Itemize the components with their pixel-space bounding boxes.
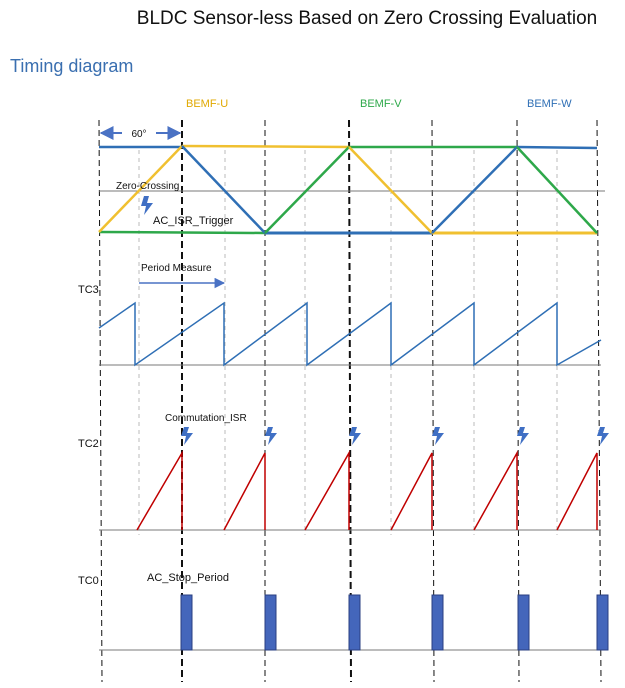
timing-line-5 bbox=[516, 119, 520, 683]
tc0-pulse bbox=[264, 594, 277, 651]
tc2-ramps bbox=[136, 450, 598, 531]
tc2-ramp-6 bbox=[556, 452, 598, 531]
bemf-w-fall-1 bbox=[181, 145, 266, 234]
period-measure-label: Period Measure bbox=[141, 263, 212, 274]
diagram-subtitle: Timing diagram bbox=[10, 56, 134, 76]
lightning-icon bbox=[349, 427, 361, 445]
tc2-ramp-4 bbox=[390, 452, 433, 531]
bemf-top-w-2 bbox=[516, 145, 598, 150]
commutation-isr-label: Commutation_ISR bbox=[165, 413, 247, 424]
bemf-v-label: BEMF-V bbox=[360, 98, 402, 110]
tc2-ramp-3 bbox=[304, 450, 350, 531]
timing-line-6 bbox=[596, 119, 602, 683]
bemf-bottom-v-1 bbox=[98, 230, 266, 235]
angle-label-bg bbox=[122, 124, 156, 140]
lightning-icon bbox=[181, 427, 193, 445]
bemf-top-u bbox=[181, 144, 350, 149]
tc0-label: TC0 bbox=[78, 575, 99, 587]
tc3-sawtooth bbox=[98, 301, 602, 367]
lightning-icon bbox=[432, 427, 444, 445]
lightning-icon bbox=[517, 427, 529, 445]
bemf-v-fall bbox=[516, 146, 598, 234]
bemf-u-label: BEMF-U bbox=[186, 98, 228, 110]
tc0-pulse bbox=[596, 594, 609, 651]
tc0-pulse bbox=[180, 594, 193, 651]
timing-line-0 bbox=[98, 119, 103, 683]
ac-stop-period-label: AC_Stop_Period bbox=[147, 572, 229, 584]
bemf-u-fall bbox=[264, 146, 350, 234]
lightning-icon bbox=[597, 427, 609, 445]
tc0-pulses bbox=[180, 594, 609, 651]
timing-line-3 bbox=[348, 119, 352, 683]
zero-crossing-lightning-icon bbox=[141, 196, 153, 215]
bemf-waveforms bbox=[98, 144, 598, 235]
tc0-pulse bbox=[348, 594, 361, 651]
tc2-ramp-2 bbox=[223, 452, 266, 531]
dashed-timing-lines bbox=[98, 119, 602, 683]
tc2-ramp-1 bbox=[136, 450, 183, 531]
commutation-lightning-icons bbox=[181, 427, 609, 445]
bemf-u-fall-yellow bbox=[348, 146, 433, 234]
tc2-ramp-5 bbox=[473, 450, 518, 531]
bemf-w-rise bbox=[431, 146, 518, 234]
ac-isr-trigger-label: AC_ISR_Trigger bbox=[153, 215, 234, 227]
lightning-icon bbox=[265, 427, 277, 445]
angle-label: 60° bbox=[131, 129, 146, 140]
timing-line-4 bbox=[431, 119, 435, 683]
page-title: BLDC Sensor-less Based on Zero Crossing … bbox=[136, 8, 598, 29]
zero-crossing-label: Zero-Crossing bbox=[116, 181, 179, 192]
tc0-pulse bbox=[431, 594, 444, 651]
light-dashed-lines bbox=[138, 150, 558, 535]
tc0-pulse bbox=[517, 594, 530, 651]
bemf-w-label: BEMF-W bbox=[527, 98, 572, 110]
tc3-label: TC3 bbox=[78, 284, 99, 296]
bemf-u-rise bbox=[98, 145, 183, 233]
tc2-label: TC2 bbox=[78, 438, 99, 450]
